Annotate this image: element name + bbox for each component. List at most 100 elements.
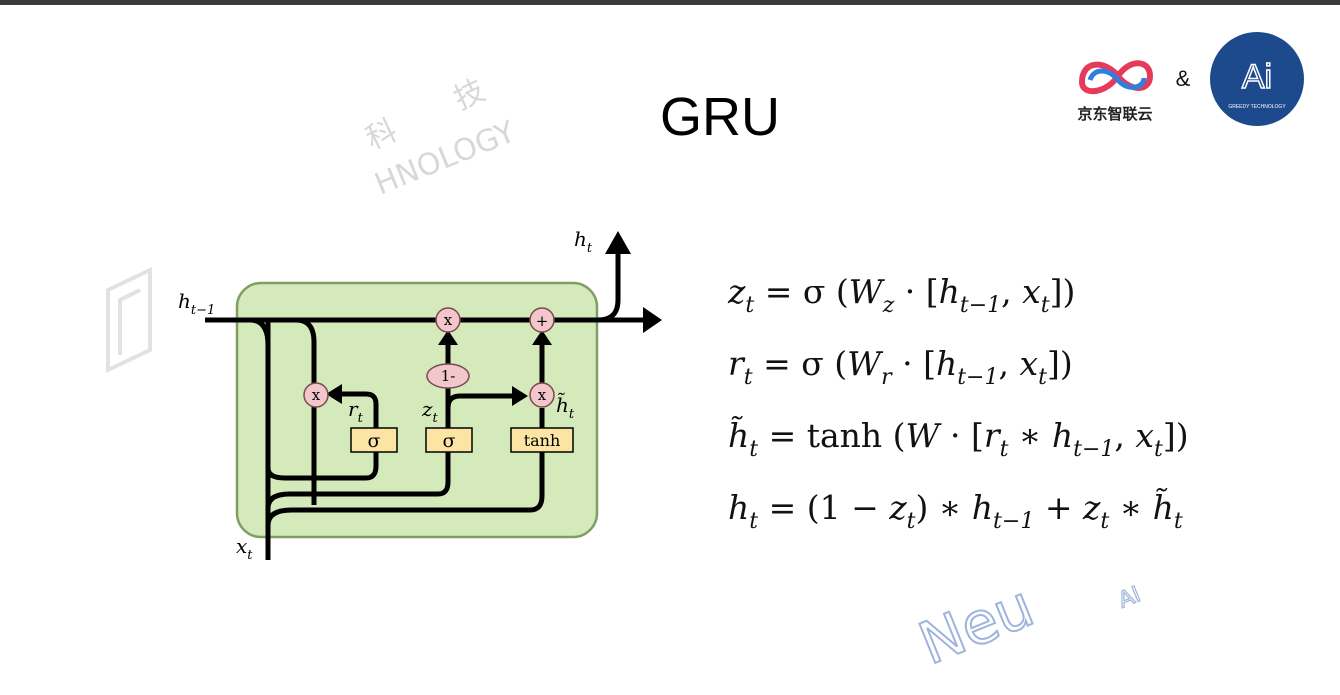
logo-mark [1078,60,1154,94]
label-candidate: h̃t [556,393,575,422]
equation-subscript: t−1 [993,509,1035,534]
title: GRU [660,87,780,147]
equation-term: W [905,416,940,455]
label-reset: rt [348,397,364,426]
op-circle [529,307,555,333]
equation-term: h [938,272,960,311]
operations [303,307,555,408]
equation-term: = σ ( [752,344,848,383]
label-base: r [348,397,359,421]
arrowhead [326,384,342,404]
wire [265,452,545,526]
arrowhead [532,330,552,345]
equation-term: W [847,344,882,383]
equation-term: , [1114,416,1136,455]
equation-term: x [1135,416,1155,455]
logo-right: Ai GREEDY TECHNOLOGY [1210,32,1304,126]
equation-term: ) ∗ [915,488,972,527]
equation-term: = σ ( [754,272,849,311]
logo-circle [1210,32,1304,126]
label-previous: ht−1 [178,289,215,318]
arrowhead [643,307,662,333]
label-base: h̃ [556,393,569,417]
label-update: zt [421,397,439,426]
label-input: xt [236,534,253,563]
equation-subscript: t [743,365,753,390]
gate-box [425,427,473,453]
label-base: x [236,534,247,558]
equation-subscript: t−1 [957,365,999,390]
wire [338,391,379,428]
cell [235,281,599,539]
equation-term: z [1082,488,1101,527]
equation-term: h [971,488,994,527]
label-base: h [574,227,587,251]
wires [205,252,645,560]
equation-term: h [728,488,750,527]
logo-text: Ai [1242,58,1272,96]
equation-subscript: t−1 [959,293,1002,318]
equation-subscript: t [1040,293,1050,318]
equation-subscript: t [1100,509,1110,534]
op-circle [529,382,555,408]
arrowhead [512,386,528,406]
equation-subscript: t [999,437,1009,462]
equation-subscript: t [749,509,759,534]
equation-term: , [998,344,1020,383]
label-sub: t [247,548,253,563]
op-label: x [444,311,453,329]
wire [295,317,317,505]
label-sub: t [569,407,575,422]
equation-term: h̃ [1152,488,1174,527]
watermark: AI [1115,582,1144,613]
label-sub: t [433,411,439,426]
label-sub: t [587,241,593,256]
equation-term: = tanh ( [758,416,906,455]
equation-subscript: t [1173,509,1183,534]
equation-subscript: t [749,437,759,462]
label-sub: t [358,411,364,426]
equation-subscript: t [1038,365,1047,390]
label-sub: t−1 [191,303,215,318]
op-label: + [536,312,549,330]
gate-box [350,427,398,453]
gate-label: tanh [524,431,561,450]
watermark: 技 [449,73,491,117]
label-output: ht [574,227,593,256]
equation-term: r [728,344,744,383]
equation-term: h [1051,416,1074,455]
watermark-logo [106,266,152,374]
arrowhead [605,231,631,254]
equation-term: z [728,272,746,311]
logo-text: 京东智联云 [1077,105,1152,123]
op-circle [426,363,470,389]
equation-subscript: r [881,365,892,390]
equation-term: x [1019,344,1039,383]
wire [597,252,621,323]
equation-term: ]) [1049,272,1076,311]
equation-term: · [ [939,416,984,455]
equation-term: ∗ [1008,416,1052,455]
equation-subscript: t [1154,437,1163,462]
op-circle [435,307,461,333]
watermark: Neu [910,572,1043,678]
equation-term: ]) [1162,416,1189,455]
arrowheads [326,231,662,406]
equation-term: · [ [891,344,936,383]
gru-diagram: σ σ tanh x x x + 1- ht ht−1 xt rt zt h̃t [178,227,662,563]
ampersand: & [1176,66,1191,91]
equation-subscript: z [882,293,895,318]
wire [265,452,451,509]
op-label: x [538,386,547,404]
equation-term: x [1022,272,1041,311]
logo-left: 京东智联云 [1077,60,1154,123]
equation: h̃t = tanh (W · [rt ∗ ht−1, xt]) [728,406,1189,478]
equation-term: W [848,272,883,311]
op-label: x [312,386,321,404]
equation-term: = (1 − [758,488,890,527]
watermark: 科 [361,113,403,157]
label-base: z [421,397,433,421]
equation: ht = (1 − zt) ∗ ht−1 + zt ∗ h̃t [728,478,1189,550]
